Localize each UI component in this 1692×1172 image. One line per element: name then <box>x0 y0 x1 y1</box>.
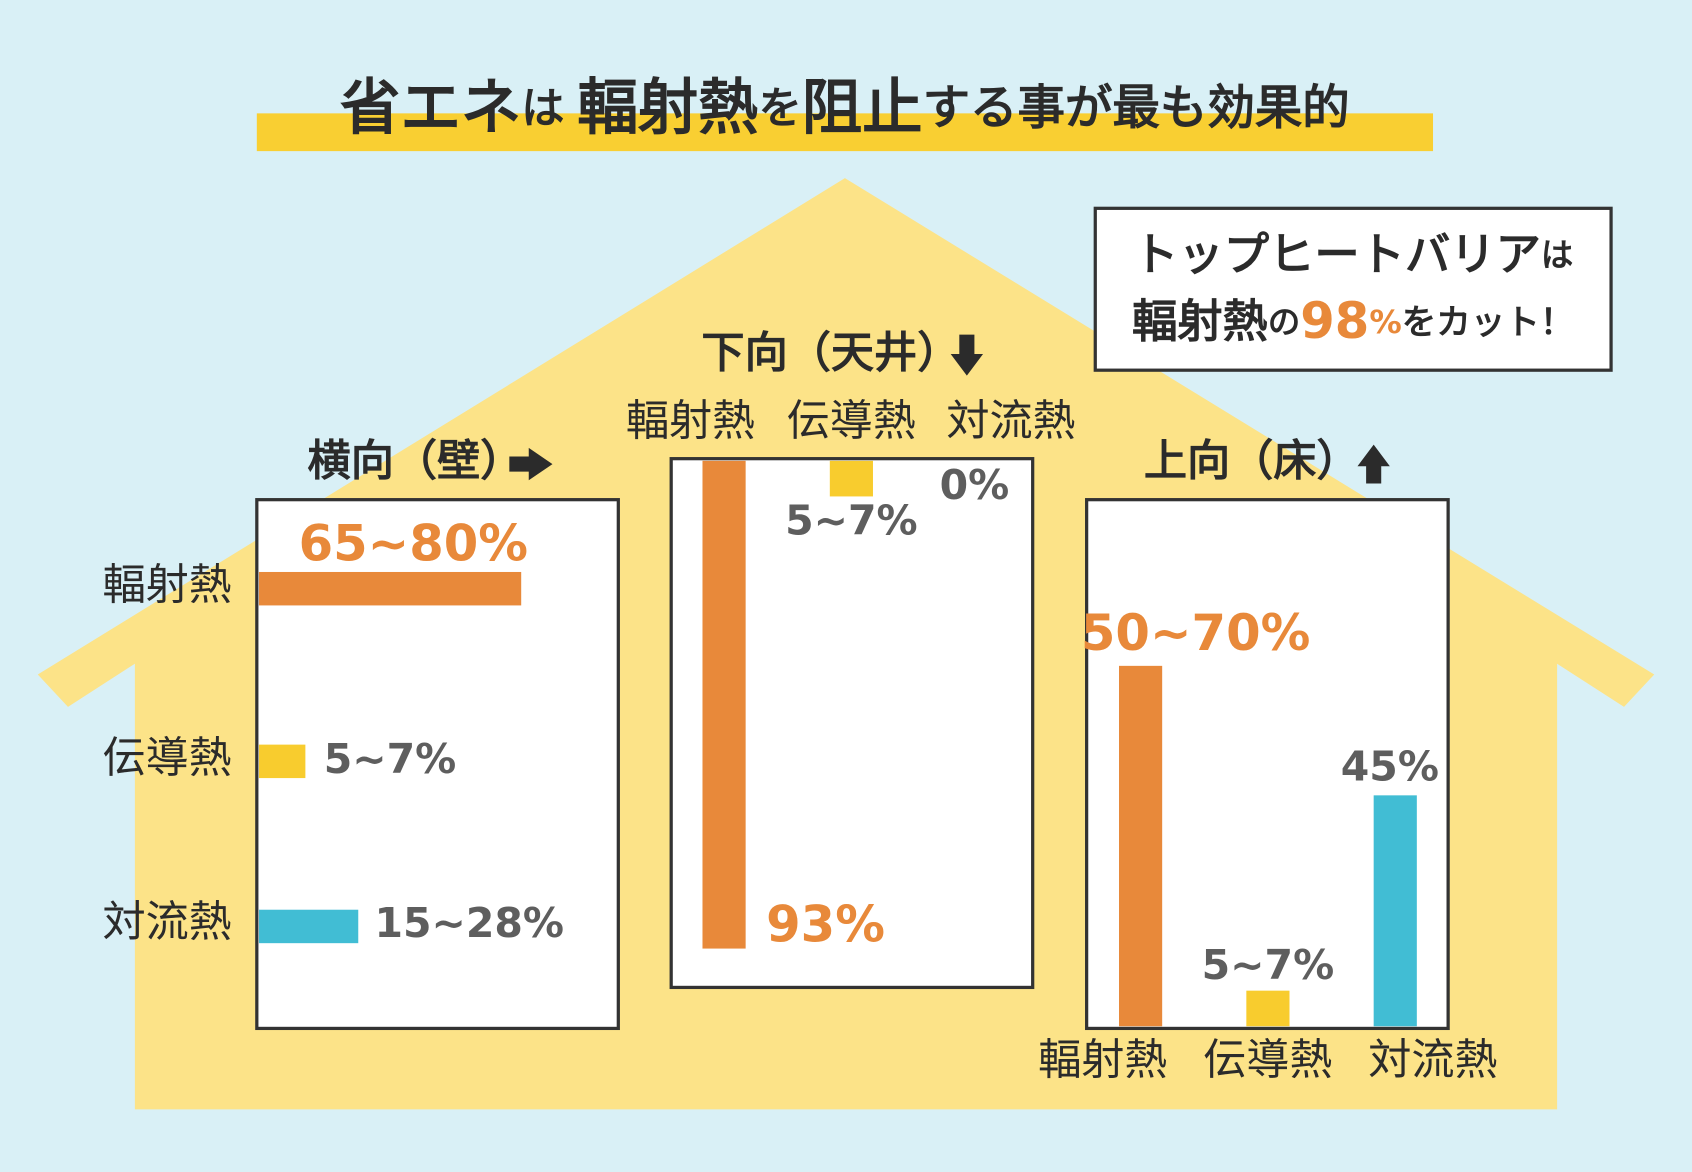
column-label: 伝導熱 <box>1203 1035 1332 1085</box>
value-label: 5~7% <box>785 496 918 544</box>
callout-part: トップヒートバリア <box>1133 227 1541 280</box>
title: 省エネは 輻射熱を阻止する事が最も効果的 <box>340 73 1350 143</box>
bar <box>258 909 359 944</box>
value-label: 15~28% <box>374 899 564 947</box>
callout-part: 98 <box>1300 291 1369 349</box>
callout-line: トップヒートバリアは <box>1133 227 1573 280</box>
row-label: 伝導熱 <box>103 733 232 783</box>
bar <box>258 571 522 606</box>
column-label: 対流熱 <box>946 397 1075 447</box>
callout-part: の <box>1268 303 1300 341</box>
title-part: する事が最も効果的 <box>923 81 1350 136</box>
panel-heading: 横向（壁） <box>308 437 524 487</box>
column-label: 輻射熱 <box>626 397 755 447</box>
arrow-up <box>1357 444 1390 484</box>
column-label: 伝導熱 <box>787 397 916 447</box>
arrow-right <box>509 447 553 481</box>
bar <box>702 460 746 949</box>
callout-part: をカット！ <box>1402 302 1575 342</box>
panel-heading: 上向（床） <box>1144 437 1360 487</box>
title-part: 阻止 <box>802 73 923 143</box>
value-label: 45% <box>1341 742 1439 790</box>
row-label: 対流熱 <box>103 897 232 947</box>
bar <box>829 460 873 497</box>
value-label: 65~80% <box>299 515 528 573</box>
row-label: 輻射熱 <box>103 561 232 611</box>
value-label: 50~70% <box>1081 604 1310 662</box>
title-highlight <box>256 113 1434 152</box>
bar <box>1246 990 1290 1027</box>
title-part: を <box>759 84 802 134</box>
column-label: 輻射熱 <box>1038 1035 1167 1085</box>
callout-line: 輻射熱の98%をカット！ <box>1132 291 1574 349</box>
value-label: 0% <box>940 461 1010 509</box>
callout-part: % <box>1369 303 1401 341</box>
bar <box>258 744 306 779</box>
value-label: 5~7% <box>324 735 457 783</box>
bar <box>1119 665 1163 1027</box>
value-label: 5~7% <box>1202 941 1335 989</box>
title-part: は <box>521 84 564 134</box>
callout-box <box>1093 206 1613 372</box>
callout-part: 輻射熱 <box>1132 294 1268 347</box>
panel-heading: 下向（天井） <box>701 329 960 379</box>
column-label: 対流熱 <box>1368 1035 1497 1085</box>
bar <box>1373 795 1417 1027</box>
title-part: 輻射熱 <box>577 73 758 143</box>
value-label: 93% <box>766 896 885 954</box>
arrow-down <box>950 334 984 376</box>
title-part: 省エネ <box>340 73 521 143</box>
callout-part: は <box>1541 236 1573 274</box>
